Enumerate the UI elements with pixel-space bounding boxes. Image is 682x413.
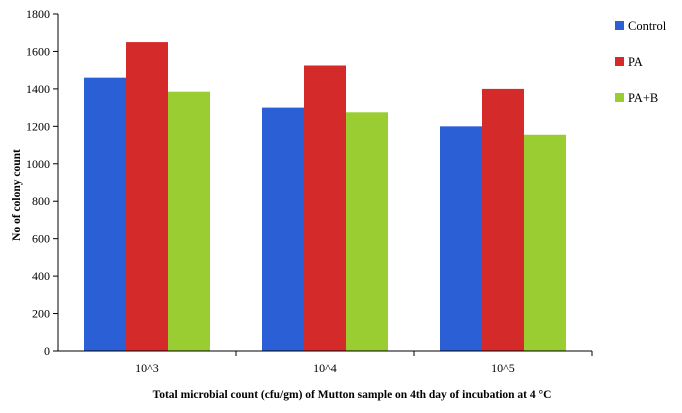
x-tick-label: 10^5 bbox=[491, 361, 515, 375]
bar-pa-2 bbox=[482, 88, 524, 351]
bar-pa-b-1 bbox=[346, 112, 388, 352]
legend-swatch-pa-b bbox=[615, 93, 624, 102]
legend-label: PA+B bbox=[628, 91, 658, 105]
y-tick-label: 1400 bbox=[26, 82, 50, 96]
bars bbox=[84, 42, 566, 352]
x-tick-label: 10^4 bbox=[313, 361, 337, 375]
legend-label: Control bbox=[628, 19, 667, 33]
y-tick-label: 600 bbox=[32, 232, 50, 246]
y-tick-label: 1600 bbox=[26, 44, 50, 58]
y-tick-label: 0 bbox=[44, 344, 50, 358]
y-tick-label: 1000 bbox=[26, 157, 50, 171]
bar-pa-0 bbox=[126, 42, 168, 351]
y-tick-label: 400 bbox=[32, 269, 50, 283]
bar-control-1 bbox=[262, 107, 304, 351]
y-axis-title: No of colony count bbox=[11, 149, 23, 241]
x-axis-title: Total microbial count (cfu/gm) of Mutton… bbox=[153, 389, 552, 401]
bar-pa-b-2 bbox=[524, 134, 566, 351]
legend-label: PA bbox=[628, 55, 643, 69]
y-tick-label: 1800 bbox=[26, 7, 50, 21]
x-tick-label: 10^3 bbox=[135, 361, 159, 375]
legend-swatch-control bbox=[615, 21, 624, 30]
bar-pa-b-0 bbox=[168, 91, 210, 352]
y-tick-label: 1200 bbox=[26, 119, 50, 133]
bar-control-2 bbox=[440, 126, 482, 351]
legend: Control PA PA+B bbox=[615, 19, 667, 105]
axes bbox=[57, 14, 592, 352]
y-axis-ticks: 0 200 400 600 800 1000 1200 1400 1600 1800 bbox=[26, 7, 58, 358]
y-tick-label: 800 bbox=[32, 194, 50, 208]
y-tick-label: 200 bbox=[32, 307, 50, 321]
x-axis-ticks: 10^3 10^4 10^5 bbox=[135, 351, 593, 375]
legend-swatch-pa bbox=[615, 57, 624, 66]
bar-control-0 bbox=[84, 77, 126, 352]
bar-pa-1 bbox=[304, 65, 346, 351]
